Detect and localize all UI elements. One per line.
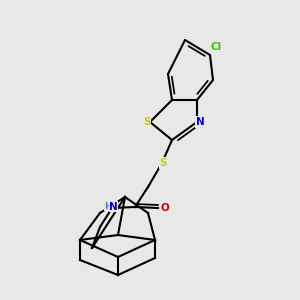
Text: H: H	[105, 202, 112, 211]
Text: Cl: Cl	[210, 43, 222, 52]
Text: N: N	[109, 202, 118, 212]
Text: S: S	[143, 117, 151, 127]
Text: O: O	[160, 203, 169, 213]
Text: S: S	[160, 158, 167, 168]
Text: N: N	[196, 117, 204, 127]
